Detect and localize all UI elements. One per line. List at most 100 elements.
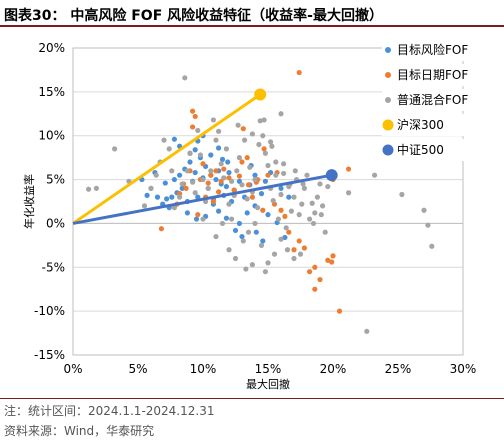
- y-tick-label: 10%: [38, 129, 65, 143]
- x-tick-label: 20%: [320, 362, 347, 376]
- data-point: [221, 166, 227, 172]
- data-point: [221, 175, 227, 181]
- data-point: [171, 205, 177, 211]
- data-point: [346, 166, 352, 172]
- data-point: [282, 234, 288, 241]
- data-point: [190, 124, 196, 130]
- data-point: [236, 173, 242, 179]
- data-point: [318, 212, 324, 218]
- data-point: [208, 172, 214, 178]
- data-point: [239, 233, 245, 240]
- legend-label: 目标风险FOF: [397, 42, 468, 57]
- data-point: [312, 210, 318, 216]
- legend-marker: [385, 97, 391, 103]
- data-point: [268, 139, 274, 145]
- data-point: [190, 179, 196, 185]
- legend-bg: [382, 114, 494, 136]
- plot-frame: [72, 47, 464, 356]
- y-axis-title: 年化收益率: [22, 174, 36, 229]
- data-point: [213, 233, 219, 240]
- data-point: [229, 178, 235, 184]
- x-tick-label: 0%: [63, 362, 82, 376]
- data-point: [245, 182, 252, 188]
- data-point: [297, 251, 304, 257]
- data-point: [205, 180, 211, 186]
- data-point: [278, 185, 284, 191]
- data-point: [244, 196, 250, 202]
- data-point: [177, 194, 183, 200]
- data-point: [153, 172, 159, 178]
- data-point: [270, 198, 276, 204]
- legend-bg: [382, 89, 494, 111]
- data-point: [257, 118, 263, 124]
- data-point: [231, 187, 237, 193]
- data-point: [284, 247, 291, 253]
- series-layer: [72, 69, 435, 334]
- data-point: [329, 259, 335, 265]
- data-point: [273, 172, 279, 178]
- footer-divider: [0, 398, 504, 399]
- data-point: [112, 146, 118, 152]
- data-point: [210, 198, 216, 205]
- data-point: [148, 185, 154, 191]
- y-tick-label: -15%: [34, 348, 65, 362]
- data-point: [192, 147, 198, 153]
- data-point: [249, 194, 255, 200]
- data-point: [213, 176, 219, 183]
- scatter-chart: 20%15%10%5%0%-5%-10%-15%0% 5% 10% 15% 20% 25%…: [22, 39, 494, 391]
- legend-marker: [385, 72, 391, 78]
- data-point: [184, 210, 190, 216]
- data-point: [262, 150, 268, 156]
- data-point: [232, 255, 239, 262]
- data-point: [141, 203, 148, 209]
- data-point: [265, 162, 271, 169]
- data-point: [195, 212, 201, 218]
- data-point: [164, 196, 170, 202]
- data-point: [216, 208, 222, 214]
- data-point: [310, 220, 317, 227]
- data-point: [169, 168, 175, 174]
- data-point: [171, 176, 177, 183]
- y-tick-label: 0%: [46, 216, 65, 230]
- data-point: [269, 143, 275, 149]
- data-point: [158, 226, 164, 232]
- data-point: [86, 186, 92, 192]
- data-point: [223, 146, 229, 152]
- benchmark-marker: [254, 88, 267, 101]
- data-point: [225, 159, 231, 165]
- data-point: [193, 216, 200, 222]
- data-point: [243, 266, 249, 272]
- data-point: [336, 308, 343, 314]
- data-point: [278, 111, 284, 117]
- data-point: [282, 213, 288, 220]
- data-point: [278, 236, 284, 242]
- legend: 目标风险FOF 目标日期FOF 普通混合FOF 沪深300 中证500: [382, 39, 494, 161]
- data-point: [162, 180, 168, 186]
- data-point: [244, 210, 250, 216]
- data-point: [271, 251, 278, 257]
- data-point: [256, 141, 262, 148]
- data-point: [325, 257, 331, 263]
- data-point: [252, 176, 258, 183]
- data-point: [291, 255, 297, 262]
- data-point: [240, 126, 246, 132]
- data-point: [258, 242, 265, 248]
- data-point: [192, 113, 198, 120]
- footnote: 注：统计区间：2024.1.1-2024.12.31: [4, 404, 215, 418]
- data-point: [312, 264, 318, 270]
- data-point: [261, 117, 267, 123]
- data-point: [307, 269, 313, 275]
- data-point: [208, 168, 214, 174]
- data-point: [320, 203, 326, 209]
- data-point: [249, 131, 255, 137]
- data-point: [236, 220, 242, 227]
- data-point: [429, 243, 435, 249]
- data-point: [288, 208, 294, 214]
- data-point: [301, 185, 307, 191]
- data-point: [205, 185, 211, 191]
- data-point: [195, 127, 201, 134]
- data-point: [262, 269, 268, 275]
- data-point: [261, 146, 267, 152]
- data-point: [312, 286, 318, 292]
- data-point: [166, 146, 172, 152]
